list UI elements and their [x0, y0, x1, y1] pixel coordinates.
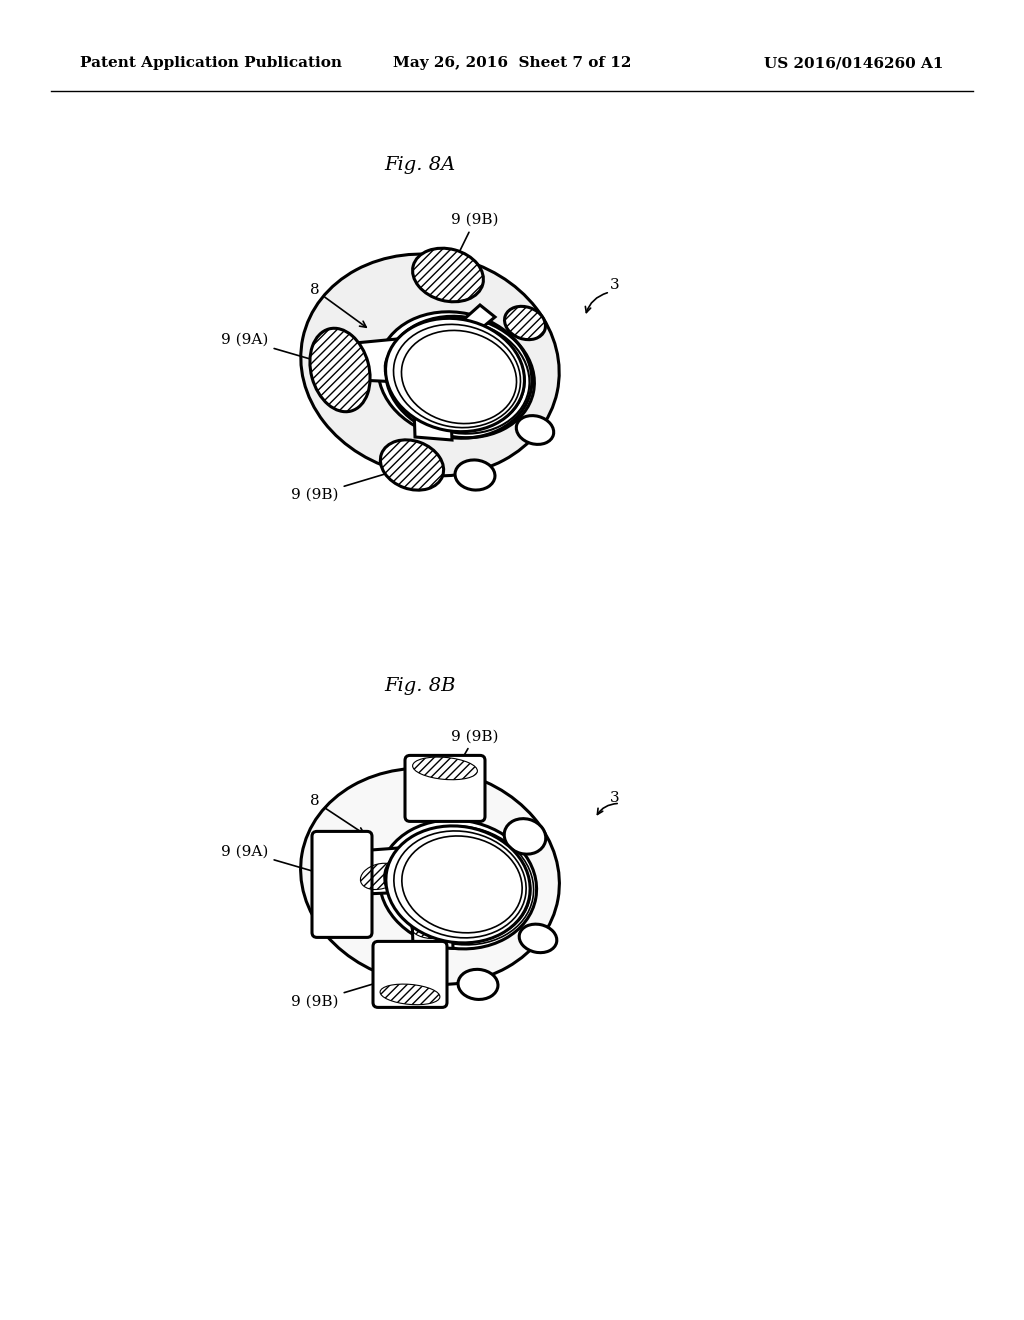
Text: Fig. 8B: Fig. 8B: [384, 677, 456, 696]
Ellipse shape: [390, 321, 529, 434]
Polygon shape: [355, 337, 422, 383]
Ellipse shape: [385, 849, 460, 911]
Polygon shape: [410, 854, 453, 948]
Text: May 26, 2016  Sheet 7 of 12: May 26, 2016 Sheet 7 of 12: [393, 57, 631, 70]
Polygon shape: [415, 305, 495, 375]
Polygon shape: [352, 846, 425, 895]
Text: 9 (9B): 9 (9B): [291, 465, 411, 502]
Ellipse shape: [505, 306, 546, 339]
Ellipse shape: [395, 325, 524, 429]
Ellipse shape: [455, 459, 495, 490]
Ellipse shape: [380, 820, 537, 949]
FancyBboxPatch shape: [373, 941, 447, 1007]
Ellipse shape: [301, 253, 559, 477]
Ellipse shape: [519, 924, 557, 953]
Text: 9 (9A): 9 (9A): [221, 845, 343, 882]
Ellipse shape: [386, 318, 524, 432]
Ellipse shape: [413, 248, 483, 302]
Text: Patent Application Publication: Patent Application Publication: [80, 57, 342, 70]
Text: 8: 8: [310, 282, 367, 327]
Text: 9 (9B): 9 (9B): [291, 972, 411, 1008]
Ellipse shape: [380, 440, 443, 490]
Text: 8: 8: [310, 795, 365, 834]
Text: 9 (9B): 9 (9B): [447, 730, 499, 784]
FancyBboxPatch shape: [406, 755, 485, 821]
Text: 9 (9A): 9 (9A): [221, 333, 343, 370]
Text: Fig. 8A: Fig. 8A: [384, 156, 456, 174]
FancyBboxPatch shape: [312, 832, 372, 937]
Ellipse shape: [516, 416, 554, 445]
Ellipse shape: [458, 969, 498, 999]
Ellipse shape: [385, 339, 455, 400]
Polygon shape: [412, 345, 452, 440]
Text: 3: 3: [610, 279, 620, 292]
Ellipse shape: [301, 768, 559, 985]
Text: US 2016/0146260 A1: US 2016/0146260 A1: [765, 57, 944, 70]
Text: 3: 3: [610, 792, 620, 805]
Ellipse shape: [504, 818, 546, 854]
Ellipse shape: [386, 826, 530, 942]
Ellipse shape: [378, 312, 531, 438]
Ellipse shape: [310, 329, 370, 412]
Text: 9 (9B): 9 (9B): [450, 213, 499, 271]
